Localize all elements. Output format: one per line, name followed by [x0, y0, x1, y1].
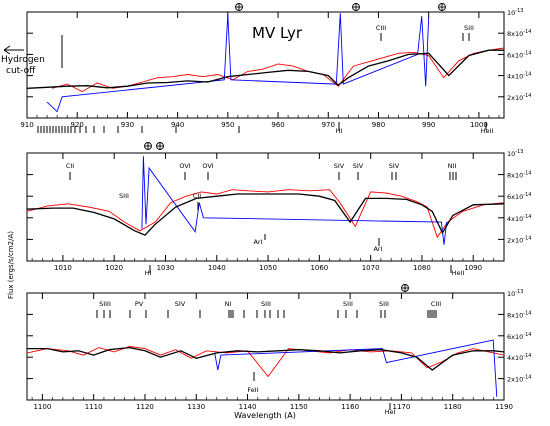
- y-axis-label: Flux (ergs/s/cm2/A): [7, 231, 15, 299]
- panel-2-frame: [26, 152, 505, 262]
- x-tick-label: 930: [121, 121, 134, 129]
- line-id-label: SIIII: [99, 300, 111, 308]
- line-id-label: HI: [336, 127, 343, 135]
- x-tick-label: 1170: [393, 403, 411, 411]
- x-tick-label: 1150: [290, 403, 308, 411]
- series-red: [51, 47, 504, 93]
- x-tick-label: 1040: [208, 264, 226, 272]
- x-tick-label: 1020: [105, 264, 123, 272]
- x-tick-label: 1060: [310, 264, 328, 272]
- line-id-label: ArI: [253, 238, 262, 246]
- y-tick-label: 2x10-14: [507, 93, 531, 102]
- y-tick-label: 10-13: [507, 149, 523, 158]
- x-tick-label: 1000: [470, 121, 488, 129]
- line-id-label: SIII: [464, 24, 474, 32]
- y-tick-label: 6x10-14: [507, 50, 531, 59]
- x-tick-label: 1100: [33, 403, 51, 411]
- line-id-label: CIII: [376, 24, 386, 32]
- x-tick-label: 910: [20, 121, 33, 129]
- y-tick-label: 4x10-14: [507, 353, 531, 362]
- x-tick-label: 1070: [362, 264, 380, 272]
- y-tick-label: 6x10-14: [507, 332, 531, 341]
- x-tick-label: 1080: [413, 264, 431, 272]
- series-black: [27, 193, 504, 236]
- x-tick-label: 1140: [239, 403, 257, 411]
- earth-symbol-icon: [401, 284, 409, 292]
- x-tick-label: 1190: [495, 403, 513, 411]
- x-tick-label: 1030: [157, 264, 175, 272]
- x-tick-label: 1130: [187, 403, 205, 411]
- x-tick-label: 1110: [85, 403, 103, 411]
- line-id-label: SIV: [353, 162, 364, 170]
- y-tick-label: 4x10-14: [507, 214, 531, 223]
- line-id-label: SIII: [119, 192, 129, 200]
- line-id-label: SIV: [389, 162, 400, 170]
- line-id-label: HeII: [452, 269, 465, 277]
- line-id-label: CII: [66, 162, 74, 170]
- panel-1-frame: [26, 11, 505, 119]
- y-tick-label: 10-13: [507, 8, 523, 17]
- line-id-label: NII: [448, 162, 457, 170]
- x-tick-label: 1010: [54, 264, 72, 272]
- line-id-label: HeII: [481, 127, 494, 135]
- series-red: [27, 189, 504, 239]
- line-id-label: NI: [225, 300, 232, 308]
- series-blue: [46, 13, 430, 113]
- x-tick-label: 1050: [259, 264, 277, 272]
- x-tick-label: 960: [271, 121, 284, 129]
- y-tick-label: 2x10-14: [507, 235, 531, 244]
- x-tick-label: 970: [322, 121, 335, 129]
- y-tick-label: 10-13: [507, 289, 523, 298]
- x-tick-label: 1120: [136, 403, 154, 411]
- x-tick-label: 940: [171, 121, 184, 129]
- earth-symbol-icon: [235, 3, 243, 11]
- line-id-label: FeII: [247, 386, 258, 394]
- line-id-label: OVI: [202, 162, 213, 170]
- earth-symbol-icon: [352, 3, 360, 11]
- line-id-marks: CIII SIII HI HeII CII SIII OVI OVI CII HI ArI SIV SI…: [37, 3, 494, 416]
- line-id-label: SIII: [379, 300, 389, 308]
- line-id-label: SIII: [343, 300, 353, 308]
- line-id-label: PV: [135, 300, 144, 308]
- x-tick-label: 950: [221, 121, 234, 129]
- line-id-label: SIII: [261, 300, 271, 308]
- series-layer: [27, 13, 504, 397]
- line-id-label: HI: [145, 269, 152, 277]
- hydrogen-label-line2: cut-off: [6, 66, 36, 76]
- series-blue: [214, 339, 498, 397]
- series-black: [27, 346, 504, 371]
- target-label: MV Lyr: [252, 24, 303, 42]
- x-tick-label: 1180: [444, 403, 462, 411]
- y-tick-label: 8x10-14: [507, 29, 531, 38]
- y-tick-label: 8x10-14: [507, 310, 531, 319]
- x-tick-label: 980: [372, 121, 385, 129]
- x-tick-label: 1090: [464, 264, 482, 272]
- earth-symbol-icon: [438, 3, 446, 11]
- line-id-label: CII: [193, 192, 201, 200]
- series-black: [27, 49, 504, 89]
- line-id-label: HeI: [385, 408, 396, 416]
- line-id-label: SIV: [175, 300, 186, 308]
- panel-3-frame: [26, 292, 505, 401]
- x-axis-label: Wavelength (A): [234, 411, 296, 420]
- series-red: [27, 346, 504, 378]
- hydrogen-label-line1: Hydrogen: [1, 55, 45, 65]
- x-tick-label: 1160: [341, 403, 359, 411]
- line-id-label: ArI: [373, 245, 382, 253]
- line-id-label: CIII: [431, 300, 441, 308]
- line-id-label: SIV: [334, 162, 345, 170]
- y-tick-label: 8x10-14: [507, 171, 531, 180]
- y-tick-label: 2x10-14: [507, 375, 531, 384]
- axes-layer: 910 920 930 940 950 960 970 980 990 1000 2x10-14 4x…: [20, 8, 531, 411]
- hydrogen-arrow-head: [3, 45, 11, 55]
- y-tick-label: 6x10-14: [507, 192, 531, 201]
- line-id-label: OVI: [179, 162, 190, 170]
- y-tick-label: 4x10-14: [507, 72, 531, 81]
- earth-symbol-icon: [144, 142, 152, 150]
- earth-symbol-icon: [156, 142, 164, 150]
- x-tick-label: 920: [71, 121, 84, 129]
- x-tick-label: 990: [422, 121, 435, 129]
